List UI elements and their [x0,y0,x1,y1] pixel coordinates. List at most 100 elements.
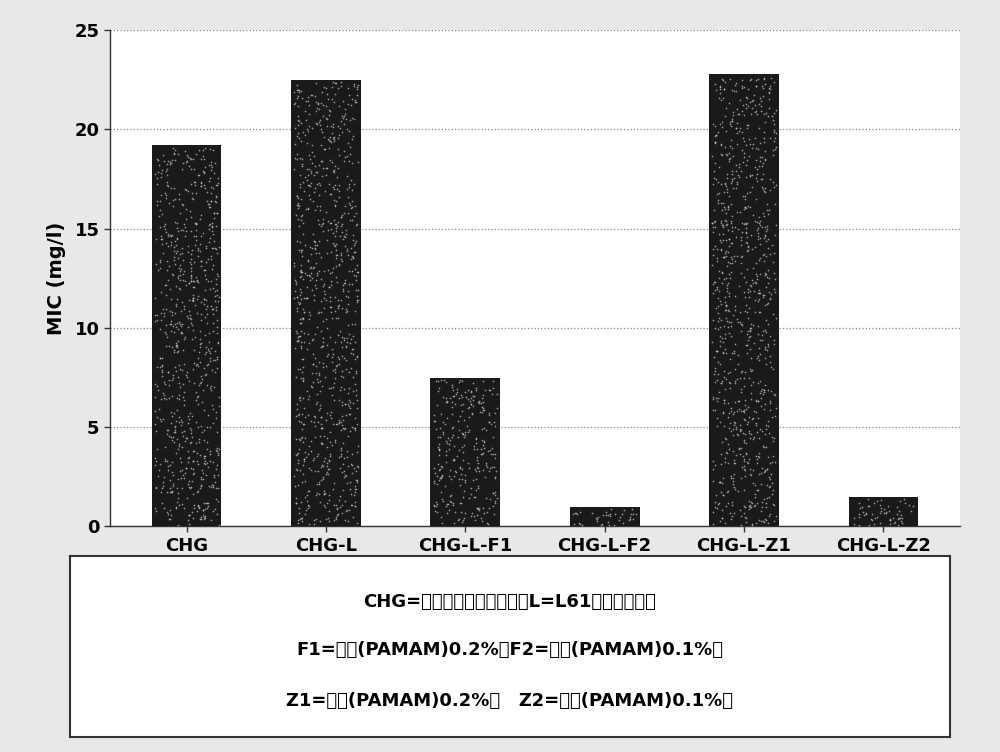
Point [878,507,894,519]
Point [342,337,358,349]
Point [196,423,212,435]
Point [182,482,198,494]
Point [334,399,350,411]
Point [341,277,357,290]
Point [720,224,736,236]
Point [723,471,739,483]
Point [190,250,206,262]
Point [298,292,314,304]
Point [712,515,728,527]
Point [308,77,324,89]
Point [347,486,363,498]
Point [757,398,773,410]
Point [752,387,768,399]
Point [328,252,344,264]
Point [733,239,749,251]
Point [719,186,735,199]
Point [760,451,776,463]
Point [432,422,448,434]
Point [716,83,732,95]
Point [305,347,321,359]
Point [721,233,737,245]
Point [594,518,610,530]
Point [741,133,757,145]
Point [328,218,344,230]
Point [338,341,354,353]
Point [318,514,334,526]
Point [331,358,347,370]
Point [465,390,481,402]
Point [205,259,221,271]
Point [712,83,728,95]
Point [748,80,764,92]
Point [171,393,187,405]
Point [752,151,768,163]
Point [328,259,344,271]
Point [429,506,445,518]
Point [323,301,339,313]
Point [178,462,194,475]
Point [622,513,638,525]
Point [336,384,352,396]
Point [154,359,170,371]
Point [185,444,201,456]
Point [757,145,773,157]
Point [768,127,784,139]
Point [717,247,733,259]
Point [755,291,771,303]
Point [335,279,351,291]
Point [433,486,449,498]
Point [307,279,323,291]
Point [347,237,363,249]
Point [148,233,164,245]
Point [326,166,342,178]
Point [756,132,772,144]
Point [711,265,727,277]
Point [208,412,224,424]
Point [174,364,190,376]
Point [289,190,305,202]
Point [344,214,360,226]
Point [894,511,910,523]
Point [439,508,455,520]
Point [327,160,343,172]
Point [325,348,341,360]
Point [453,389,469,401]
Point [738,222,754,234]
Point [331,394,347,406]
Point [338,113,354,125]
Point [450,415,466,427]
Point [181,509,197,521]
Point [293,270,309,282]
Point [316,144,332,156]
Point [742,96,758,108]
Point [330,302,346,314]
Point [304,381,320,393]
Point [714,512,730,524]
Point [181,518,197,530]
Point [328,513,344,525]
Point [293,117,309,129]
Point [712,235,728,247]
Point [149,309,165,321]
Point [316,485,332,497]
Point [337,200,353,212]
Point [197,348,213,360]
Point [188,359,204,371]
Point [722,116,738,128]
Point [186,274,202,287]
Point [322,154,338,166]
Point [736,372,752,384]
Point [185,275,201,287]
Point [314,437,330,449]
Point [734,144,750,156]
Point [304,241,320,253]
Point [206,207,222,219]
Point [429,470,445,482]
Point [309,166,325,178]
Point [485,500,501,512]
Point [751,354,767,366]
Point [736,381,752,393]
Point [756,108,772,120]
Point [313,97,329,109]
